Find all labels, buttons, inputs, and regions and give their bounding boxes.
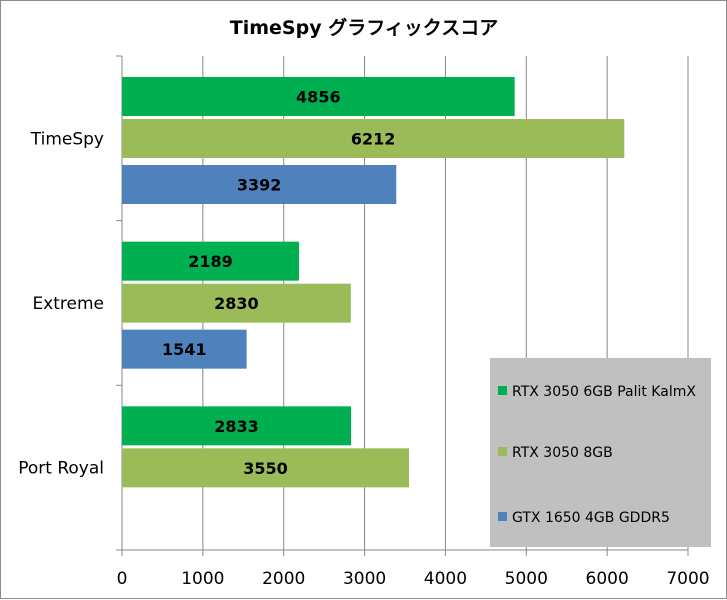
x-tick-label: 0	[117, 569, 128, 589]
bar	[122, 448, 410, 488]
chart-title: TimeSpy グラフィックスコア	[230, 16, 499, 39]
data-label: 2833	[214, 417, 259, 436]
legend: RTX 3050 6GB Palit KalmX RTX 3050 8GB GTX …	[490, 358, 711, 547]
x-tick-label: 2000	[262, 569, 305, 589]
x-tick-label: 3000	[343, 569, 386, 589]
legend-swatch	[498, 512, 507, 521]
legend-box	[490, 358, 711, 547]
x-tick-label: 7000	[666, 569, 709, 589]
x-tick-label: 6000	[586, 569, 629, 589]
bar	[122, 119, 625, 158]
category-label: Extreme	[32, 294, 104, 314]
bar	[122, 165, 397, 204]
legend-label: GTX 1650 4GB GDDR5	[512, 510, 670, 526]
data-label: 2830	[214, 294, 259, 313]
x-tick-label: 4000	[424, 569, 467, 589]
category-label: TimeSpy	[30, 129, 104, 149]
bar	[122, 241, 299, 281]
bar	[122, 283, 351, 323]
bar	[122, 406, 352, 446]
legend-label: RTX 3050 8GB	[512, 445, 613, 461]
data-label: 4856	[296, 88, 341, 107]
legend-label: RTX 3050 6GB Palit KalmX	[512, 384, 696, 400]
bar-layer	[122, 77, 625, 488]
data-label: 6212	[351, 130, 396, 149]
legend-swatch	[498, 447, 507, 456]
data-label: 3392	[237, 176, 282, 195]
label-layer: 4856 2189 2833 6212 2830 3550 3392 1541	[162, 88, 395, 478]
bar	[122, 77, 515, 116]
bar	[122, 329, 247, 369]
data-label: 1541	[162, 340, 207, 359]
x-tick-label: 1000	[181, 569, 224, 589]
axis-layer: 0 1000 2000 3000 4000 5000 6000 7000 TimeSpy Extr…	[18, 55, 710, 589]
x-tick-label: 5000	[505, 569, 548, 589]
data-label: 2189	[188, 252, 233, 271]
legend-swatch	[498, 386, 507, 395]
data-label: 3550	[243, 459, 288, 478]
category-label: Port Royal	[18, 459, 104, 479]
